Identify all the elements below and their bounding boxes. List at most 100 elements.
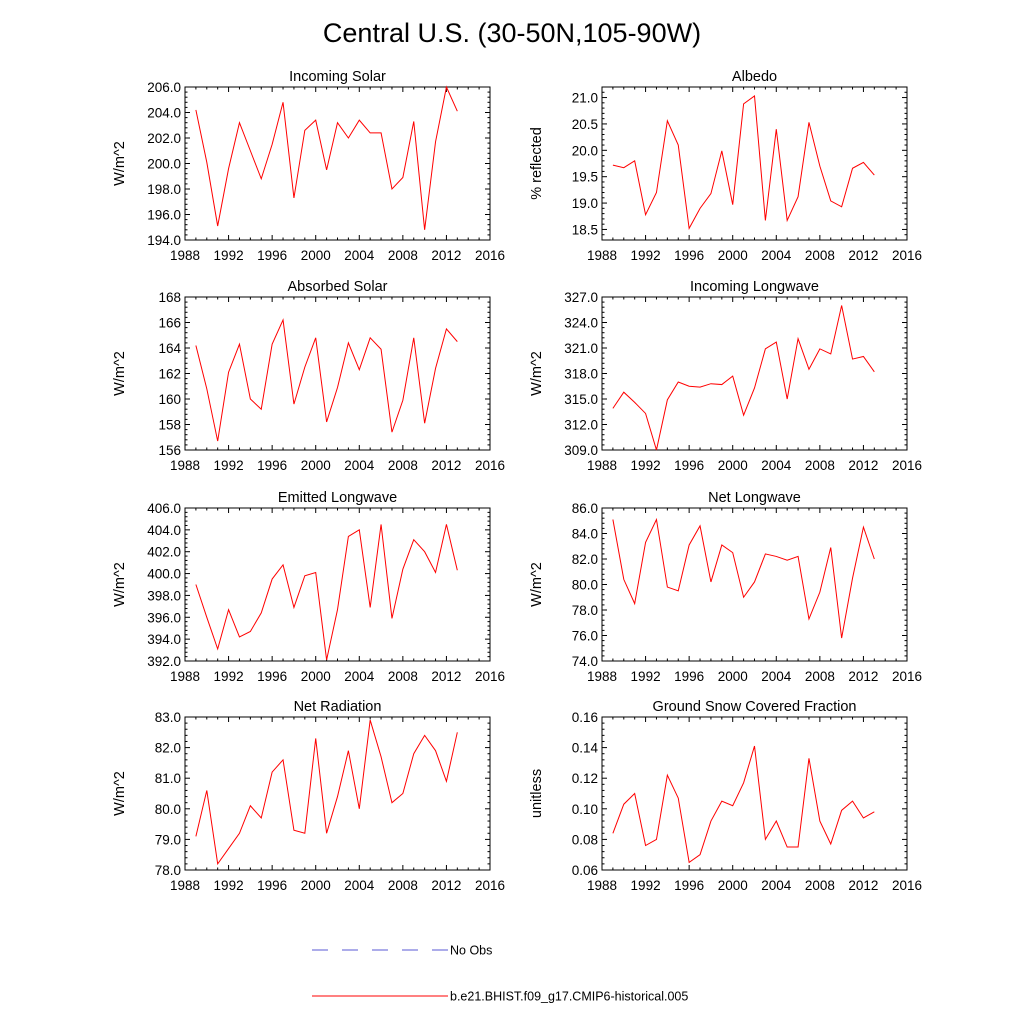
y-tick-label: 324.0 bbox=[564, 316, 598, 331]
panel-incoming-longwave: Incoming Longwave W/m^2 1988 1992 1996 2000 20… bbox=[529, 279, 922, 473]
x-tick-label: 2004 bbox=[344, 248, 375, 263]
panel-absorbed-solar: Absorbed Solar W/m^2 1988 1992 1996 2000 2004 2… bbox=[112, 279, 505, 473]
x-tick-label: 2000 bbox=[718, 878, 748, 893]
x-tick-label: 2012 bbox=[848, 458, 878, 473]
y-tick-label: 406.0 bbox=[147, 501, 181, 516]
y-tick-label: 78.0 bbox=[572, 603, 598, 618]
series-line-emitted-longwave bbox=[195, 524, 458, 661]
y-tick-label: 79.0 bbox=[155, 832, 181, 847]
x-tick-label: 2008 bbox=[805, 248, 835, 263]
panel-title: Albedo bbox=[732, 69, 777, 85]
x-tick-label: 2000 bbox=[718, 248, 748, 263]
y-tick-label: 84.0 bbox=[572, 527, 598, 542]
x-tick-label: 2012 bbox=[431, 248, 461, 263]
y-tick-label: 0.06 bbox=[572, 863, 598, 878]
plot-frame bbox=[184, 86, 491, 241]
x-tick-label: 2016 bbox=[892, 878, 922, 893]
y-tick-label: 158 bbox=[158, 418, 181, 433]
plot-frame bbox=[601, 296, 908, 451]
panel-title: Incoming Longwave bbox=[690, 279, 819, 295]
x-tick-label: 2004 bbox=[761, 458, 792, 473]
x-tick-label: 1996 bbox=[257, 458, 287, 473]
y-tick-label: 312.0 bbox=[564, 418, 598, 433]
y-tick-label: 0.08 bbox=[572, 832, 598, 847]
y-tick-label: 156 bbox=[158, 443, 181, 458]
x-tick-label: 1988 bbox=[170, 458, 200, 473]
y-tick-label: 19.0 bbox=[572, 196, 598, 211]
series-line-incoming-solar bbox=[195, 85, 458, 230]
x-tick-label: 1992 bbox=[631, 458, 661, 473]
y-tick-label: 83.0 bbox=[155, 710, 181, 725]
y-tick-label: 162 bbox=[158, 367, 181, 382]
x-tick-label: 1992 bbox=[214, 248, 244, 263]
x-tick-label: 2012 bbox=[431, 458, 461, 473]
y-tick-label: 400.0 bbox=[147, 567, 181, 582]
y-tick-label: 0.14 bbox=[572, 741, 599, 756]
y-axis-label: % reflected bbox=[529, 127, 545, 200]
y-tick-label: 398.0 bbox=[147, 588, 181, 603]
x-tick-label: 2008 bbox=[388, 248, 418, 263]
x-tick-label: 1988 bbox=[170, 669, 200, 684]
y-tick-label: 20.5 bbox=[572, 117, 598, 132]
y-axis-label: W/m^2 bbox=[112, 562, 128, 607]
x-tick-label: 2008 bbox=[388, 669, 418, 684]
y-tick-label: 76.0 bbox=[572, 629, 598, 644]
y-tick-label: 164 bbox=[158, 341, 181, 356]
panel-emitted-longwave: Emitted Longwave W/m^2 1988 1992 1996 2000 200… bbox=[112, 490, 505, 684]
y-tick-label: 200.0 bbox=[147, 157, 181, 172]
x-tick-label: 1996 bbox=[257, 248, 287, 263]
x-tick-label: 1992 bbox=[631, 669, 661, 684]
panel-albedo: Albedo % reflected 1988 1992 1996 2000 2004 200… bbox=[529, 69, 922, 263]
x-tick-label: 2004 bbox=[761, 878, 792, 893]
x-tick-label: 2004 bbox=[344, 878, 375, 893]
x-tick-label: 2016 bbox=[892, 669, 922, 684]
x-tick-label: 2000 bbox=[301, 458, 331, 473]
y-tick-label: 404.0 bbox=[147, 523, 181, 538]
y-tick-label: 82.0 bbox=[572, 552, 598, 567]
x-tick-label: 1988 bbox=[587, 669, 617, 684]
figure-title: Central U.S. (30-50N,105-90W) bbox=[323, 18, 701, 48]
x-tick-label: 1996 bbox=[674, 878, 704, 893]
x-tick-label: 2000 bbox=[301, 878, 331, 893]
x-tick-label: 1988 bbox=[170, 248, 200, 263]
x-tick-label: 2008 bbox=[388, 878, 418, 893]
panel-net-radiation: Net Radiation W/m^2 1988 1992 1996 2000 2004 20… bbox=[112, 699, 505, 893]
y-tick-label: 402.0 bbox=[147, 545, 181, 560]
series-line-ground-snow-covered-fraction bbox=[612, 745, 875, 864]
legend-model-label: b.e21.BHIST.f09_g17.CMIP6-historical.005 bbox=[450, 990, 688, 1004]
series-line-net-longwave bbox=[612, 517, 875, 639]
series-line-albedo bbox=[612, 95, 875, 230]
x-tick-label: 1996 bbox=[674, 458, 704, 473]
x-tick-label: 2008 bbox=[805, 458, 835, 473]
x-tick-label: 1988 bbox=[587, 878, 617, 893]
y-tick-label: 206.0 bbox=[147, 80, 181, 95]
y-tick-label: 78.0 bbox=[155, 863, 181, 878]
x-tick-label: 1992 bbox=[214, 878, 244, 893]
y-axis-label: unitless bbox=[529, 769, 545, 818]
y-tick-label: 81.0 bbox=[155, 771, 181, 786]
x-tick-label: 2004 bbox=[761, 669, 792, 684]
panel-title: Ground Snow Covered Fraction bbox=[653, 699, 857, 715]
x-tick-label: 2012 bbox=[848, 248, 878, 263]
y-axis-label: W/m^2 bbox=[112, 141, 128, 186]
x-tick-label: 2008 bbox=[388, 458, 418, 473]
x-tick-label: 2004 bbox=[344, 458, 375, 473]
plot-frame bbox=[184, 716, 491, 871]
panel-title: Absorbed Solar bbox=[288, 279, 388, 295]
x-tick-label: 1996 bbox=[257, 669, 287, 684]
y-tick-label: 0.16 bbox=[572, 710, 598, 725]
x-tick-label: 2012 bbox=[431, 878, 461, 893]
x-tick-label: 1992 bbox=[631, 878, 661, 893]
y-tick-label: 396.0 bbox=[147, 610, 181, 625]
y-tick-label: 82.0 bbox=[155, 741, 181, 756]
panel-title: Net Longwave bbox=[708, 490, 801, 506]
y-tick-label: 315.0 bbox=[564, 392, 598, 407]
x-tick-label: 1996 bbox=[257, 878, 287, 893]
x-tick-label: 1996 bbox=[674, 248, 704, 263]
x-tick-label: 2008 bbox=[805, 878, 835, 893]
y-tick-label: 204.0 bbox=[147, 106, 181, 121]
y-tick-label: 309.0 bbox=[564, 443, 598, 458]
panel-incoming-solar: Incoming Solar W/m^2 1988 1992 1996 2000 2004 2… bbox=[112, 69, 505, 263]
y-tick-label: 21.0 bbox=[572, 91, 598, 106]
